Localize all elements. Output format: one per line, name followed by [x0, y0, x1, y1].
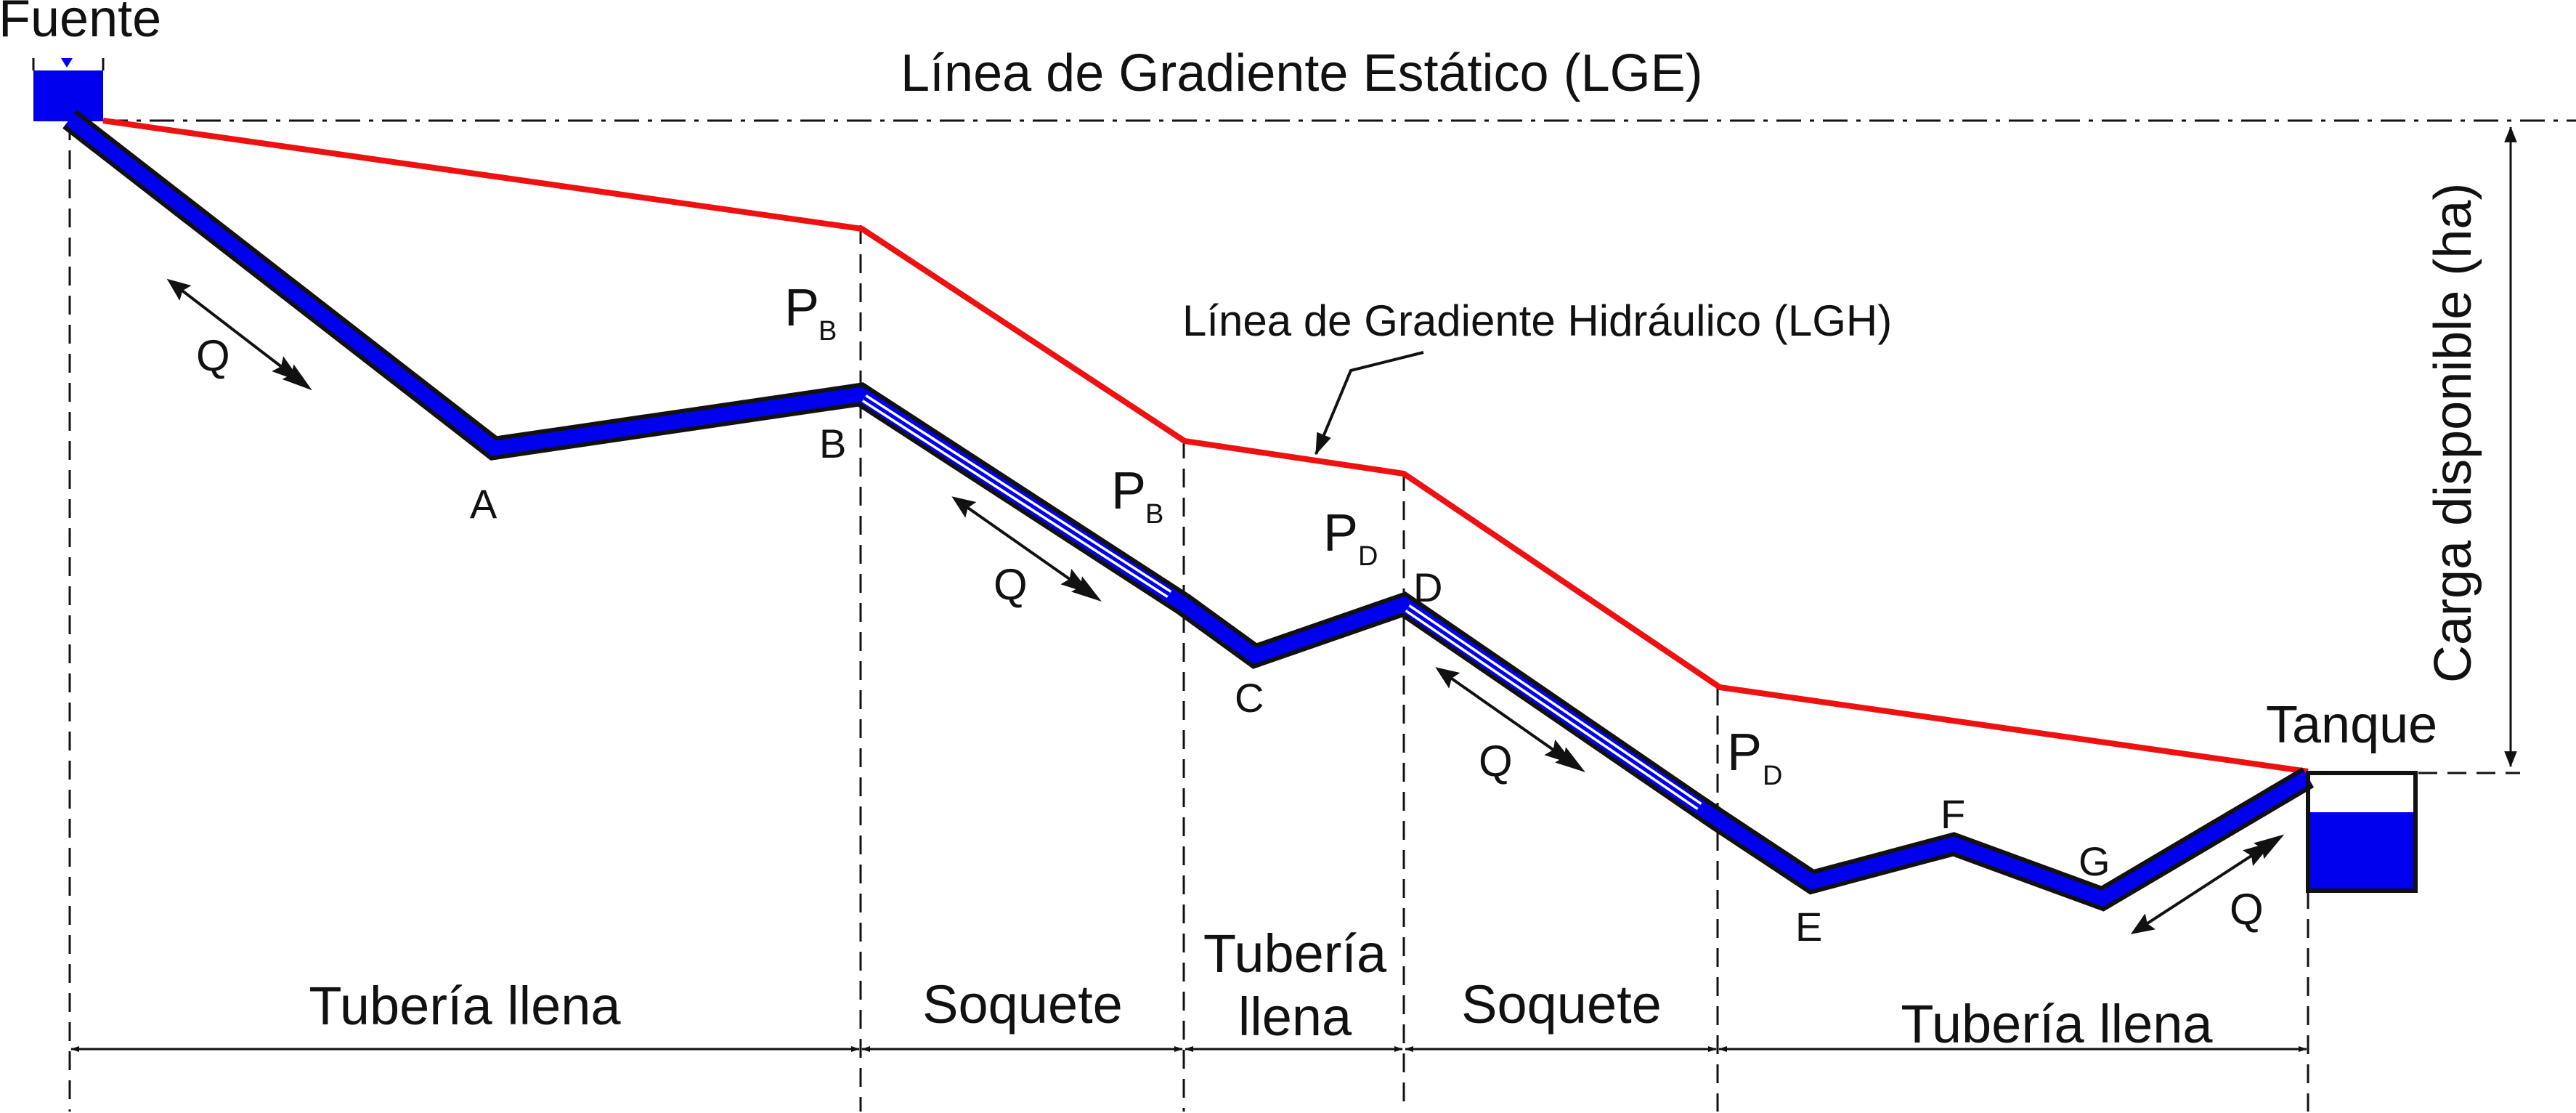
segment-label-5: Tubería llena: [1901, 994, 2213, 1054]
point-label-c: C: [1235, 675, 1264, 721]
source-label: Fuente: [0, 0, 161, 48]
point-label-e: E: [1795, 904, 1822, 950]
point-label-a: A: [470, 481, 497, 527]
section-boundaries: [68, 121, 2309, 1112]
svg-text:D: D: [1763, 761, 1782, 791]
segment-label-1: Tubería llena: [309, 976, 621, 1036]
point-label-b: B: [819, 421, 846, 466]
pressure-label-1: P B: [784, 279, 837, 347]
svg-text:P: P: [1323, 504, 1358, 562]
hydraulic-gradient-callout: [1315, 351, 1424, 456]
tank-water: [2308, 812, 2415, 889]
flow-label-1: Q: [196, 331, 230, 380]
flow-label-3: Q: [1479, 737, 1513, 785]
pipe-profile: [62, 110, 2315, 912]
segment-label-3-line2: llena: [1238, 987, 1352, 1047]
flow-label-4: Q: [2230, 885, 2264, 934]
svg-text:B: B: [1145, 499, 1163, 530]
available-head-label: Carga disponible (ha): [2424, 183, 2482, 683]
pressure-label-3: P D: [1323, 504, 1378, 572]
svg-text:P: P: [784, 279, 819, 337]
hydraulic-gradient-label: Línea de Gradiente Hidráulico (LGH): [1182, 296, 1892, 345]
tank-label: Tanque: [2266, 696, 2437, 754]
segment-label-2: Soquete: [922, 974, 1123, 1035]
flow-arrow-4: [2130, 834, 2285, 934]
point-label-d: D: [1413, 564, 1442, 610]
water-level-icon: [61, 58, 73, 68]
pressure-label-2: P B: [1111, 462, 1163, 530]
svg-text:B: B: [818, 316, 837, 347]
svg-text:P: P: [1727, 724, 1762, 782]
static-gradient-label: Línea de Gradiente Estático (LGE): [901, 44, 1703, 102]
svg-text:P: P: [1111, 462, 1146, 520]
destination-tank: [2306, 771, 2418, 893]
segment-label-4: Soquete: [1461, 974, 1662, 1035]
svg-text:D: D: [1358, 541, 1378, 572]
flow-arrow-1: [166, 278, 312, 391]
pressure-label-4: P D: [1727, 724, 1782, 791]
point-label-g: G: [2079, 838, 2110, 884]
segment-label-3-line1: Tubería: [1203, 923, 1387, 984]
source-water: [33, 70, 103, 121]
flow-label-2: Q: [994, 560, 1028, 609]
hydraulic-gradient-line: [102, 118, 2309, 774]
source-tank: [32, 58, 105, 121]
flow-arrow-3: [1435, 667, 1585, 772]
flow-arrow-2: [951, 496, 1102, 602]
point-label-f: F: [1941, 791, 1965, 837]
